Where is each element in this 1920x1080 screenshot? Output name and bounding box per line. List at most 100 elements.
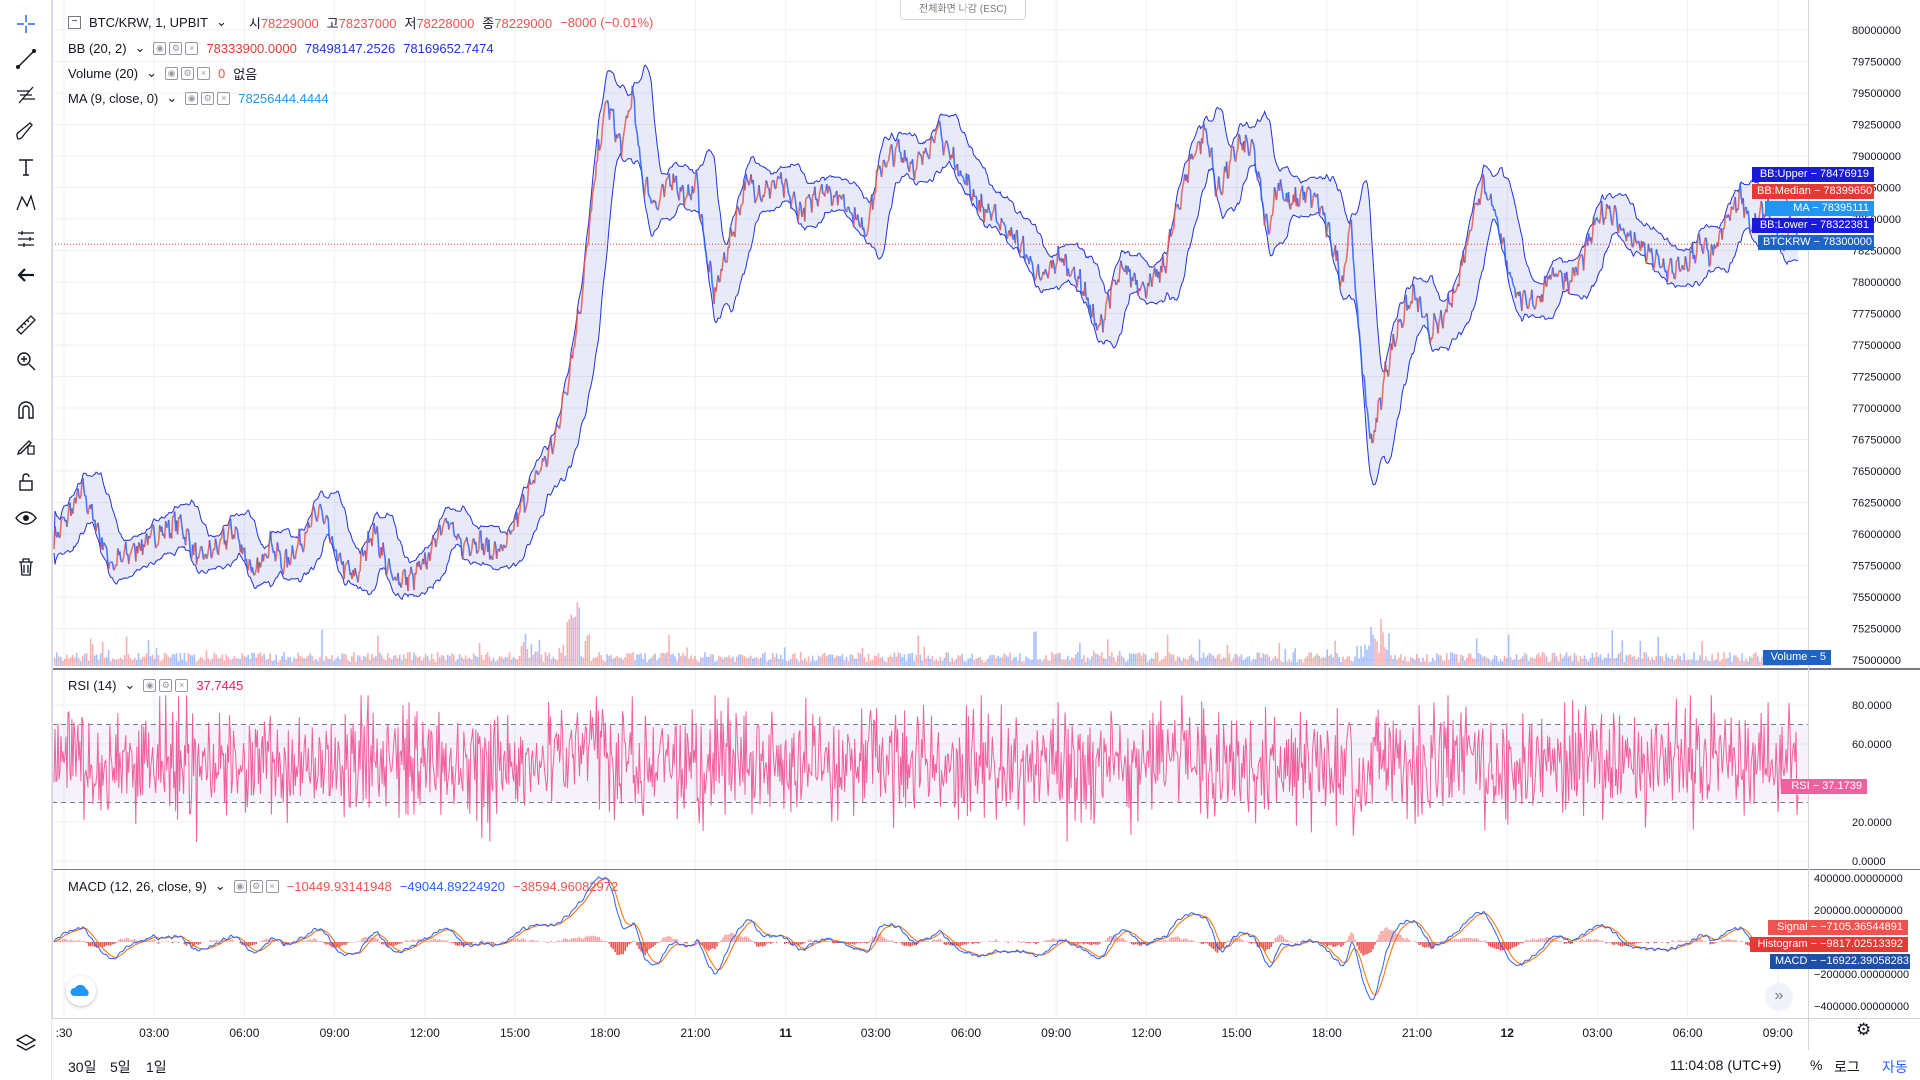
price-candle — [849, 210, 852, 214]
volume-bar — [646, 661, 648, 666]
range-30d-button[interactable]: 30일 — [68, 1059, 97, 1075]
macd-histogram-bar — [436, 940, 439, 942]
lock-icon[interactable] — [11, 467, 41, 497]
price-candle — [797, 213, 800, 223]
chevron-down-icon[interactable]: ⌄ — [166, 90, 178, 105]
ruler-icon[interactable] — [11, 310, 41, 340]
eye-icon[interactable]: ◉ — [185, 91, 199, 105]
volume-bar — [159, 661, 162, 666]
close-icon[interactable]: × — [175, 678, 189, 692]
gear-icon[interactable]: ⚙ — [181, 66, 194, 80]
volume-bar — [1320, 658, 1322, 666]
trend-line-icon[interactable] — [11, 44, 41, 74]
chevron-down-icon[interactable]: ⌄ — [214, 878, 226, 893]
price-candle — [1149, 273, 1152, 280]
rsi-title[interactable]: RSI (14) — [68, 677, 117, 693]
fib-icon[interactable] — [11, 80, 41, 110]
price-candle — [384, 557, 387, 576]
price-candle — [1414, 297, 1417, 301]
volume-bar — [951, 658, 953, 666]
log-button[interactable]: 로그 — [1834, 1059, 1860, 1075]
volume-ma-value: 없음 — [233, 66, 258, 82]
chart-canvas[interactable]: :30 03:00 06:00 09:00 12:00 15:00 18:00 21:00 11… — [52, 0, 1920, 1050]
auto-button[interactable]: 자동 — [1882, 1059, 1908, 1075]
gear-icon[interactable]: ⚙ — [249, 879, 263, 893]
price-candle — [149, 529, 153, 536]
magnet-icon[interactable] — [11, 395, 41, 425]
settings-icon[interactable]: ⚙ — [1856, 1020, 1872, 1039]
volume-bar — [1204, 657, 1207, 666]
macd-histogram-bar — [1228, 941, 1231, 942]
close-icon[interactable]: × — [265, 879, 279, 893]
volume-bar — [744, 656, 746, 666]
gear-icon[interactable]: ⚙ — [169, 41, 183, 55]
eye-icon[interactable] — [11, 503, 41, 533]
text-icon[interactable] — [11, 152, 41, 182]
layers-icon[interactable] — [11, 1028, 41, 1058]
volume-bar — [1376, 641, 1378, 666]
volume-bar — [584, 640, 587, 666]
macd-histogram-bar — [1394, 931, 1396, 942]
macd-histogram-bar — [68, 940, 70, 942]
macd-histogram-bar — [391, 942, 393, 946]
brush-icon[interactable] — [11, 116, 41, 146]
volume-bar — [1513, 659, 1516, 666]
macd-histogram-bar — [1045, 940, 1047, 942]
pattern-icon[interactable] — [11, 188, 41, 218]
volume-bar — [1214, 658, 1217, 666]
chevron-down-icon[interactable]: ⌄ — [124, 677, 136, 692]
close-icon[interactable]: × — [217, 91, 231, 105]
price-candle — [1260, 200, 1264, 203]
price-candle — [1679, 269, 1683, 272]
lock-draw-icon[interactable] — [11, 431, 41, 461]
macd-title[interactable]: MACD (12, 26, close, 9) — [68, 878, 207, 894]
volume-bar — [915, 655, 918, 666]
chevron-down-icon[interactable]: ⌄ — [146, 65, 157, 80]
tradingview-logo[interactable] — [66, 976, 96, 1006]
volume-bar — [1523, 652, 1526, 666]
collapse-icon[interactable]: − — [68, 15, 81, 29]
percent-button[interactable]: % — [1810, 1057, 1823, 1073]
volume-bar — [460, 657, 463, 666]
price-candle — [637, 144, 640, 148]
range-1d-button[interactable]: 1일 — [146, 1059, 167, 1075]
bb-title[interactable]: BB (20, 2) — [68, 40, 127, 56]
gear-icon[interactable]: ⚙ — [159, 678, 173, 692]
volume-bar — [1146, 661, 1149, 666]
fullscreen-exit-button[interactable]: 전체화면 나감 (ESC) — [900, 0, 1026, 20]
gear-icon[interactable]: ⚙ — [201, 91, 215, 105]
ma-title[interactable]: MA (9, close, 0) — [68, 90, 159, 106]
close-icon[interactable]: × — [197, 66, 210, 80]
price-candle — [148, 535, 152, 539]
volume-bar — [1262, 653, 1265, 666]
symbol-title[interactable]: BTC/KRW, 1, UPBIT — [89, 14, 208, 30]
prediction-icon[interactable] — [11, 224, 41, 254]
open-value: 78229000 — [260, 15, 319, 31]
macd-histogram-bar — [1513, 942, 1516, 947]
crosshair-icon[interactable] — [11, 9, 41, 39]
volume-bar — [516, 659, 519, 666]
price-candle — [1259, 178, 1263, 201]
zoom-icon[interactable] — [11, 346, 41, 376]
close-icon[interactable]: × — [185, 41, 199, 55]
eye-icon[interactable]: ◉ — [233, 879, 247, 893]
range-5d-button[interactable]: 5일 — [110, 1059, 131, 1075]
price-candle — [1697, 232, 1700, 235]
macd-histogram-bar — [1400, 935, 1402, 942]
volume-title[interactable]: Volume (20) — [68, 65, 139, 81]
trash-icon[interactable] — [11, 552, 41, 582]
eye-icon[interactable]: ◉ — [165, 66, 178, 80]
price-candle — [359, 551, 362, 572]
price-candle — [1609, 212, 1613, 222]
chevron-down-icon[interactable]: ⌄ — [134, 40, 146, 55]
scroll-to-realtime-button[interactable]: » — [1765, 983, 1793, 1011]
eye-icon[interactable]: ◉ — [143, 678, 157, 692]
volume-bar — [762, 653, 764, 666]
price-candle — [1216, 188, 1219, 191]
volume-bar — [1462, 655, 1464, 666]
eye-icon[interactable]: ◉ — [153, 41, 167, 55]
chevron-down-icon[interactable]: ⌄ — [215, 14, 227, 29]
volume-bar — [1250, 661, 1253, 666]
back-arrow-icon[interactable] — [11, 260, 41, 290]
macd-histogram-bar — [706, 942, 708, 950]
